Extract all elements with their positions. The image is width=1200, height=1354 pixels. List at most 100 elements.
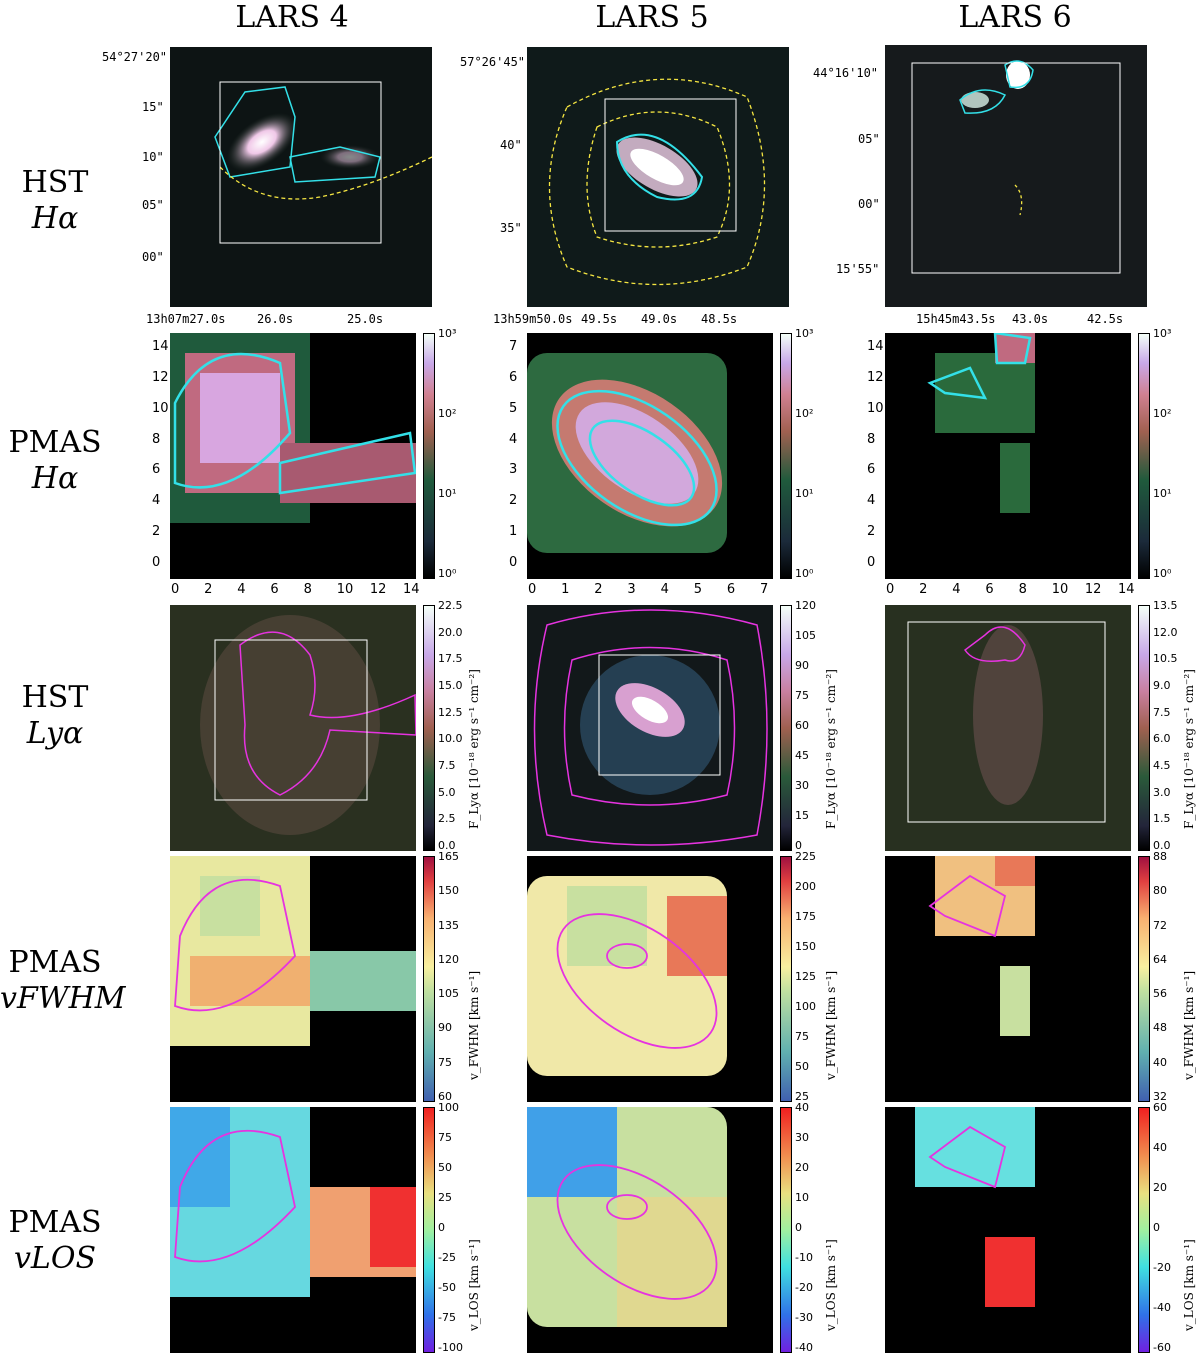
colorbar-tick: 0 [795, 839, 802, 852]
colorbar-tick: 20 [795, 1161, 809, 1174]
pmas-y-tick: 4 [152, 493, 161, 509]
pmas-x-tick: 0 [171, 582, 180, 597]
pmas-x-tick: 6 [726, 582, 736, 597]
colorbar-los [423, 1107, 435, 1353]
pmas-x-tick: 10 [336, 582, 354, 597]
colorbar-tick: 50 [438, 1161, 452, 1174]
pmas-y-tick: 6 [152, 462, 161, 478]
pmas-x-tick: 3 [627, 582, 636, 597]
pmas-x-tick: 12 [1084, 582, 1102, 597]
colorbar-label: v_LOS [km s⁻¹] [1182, 1239, 1196, 1331]
row-label-line2: vLOS [13, 1241, 97, 1276]
colorbar-tick: 25 [795, 1090, 809, 1103]
pmas-y-tick: 10 [152, 400, 169, 416]
colorbar-ha [1138, 333, 1150, 579]
pmas-y-tick: 2 [867, 524, 876, 540]
row-label-line1: HST [21, 165, 89, 200]
pmas-y-tick: 1 [509, 524, 518, 540]
colorbar-tick: 60 [795, 719, 809, 732]
pmas-y-tick: 2 [509, 493, 518, 509]
colorbar-tick: 17.5 [438, 652, 463, 666]
pmas-y-tick: 4 [509, 431, 518, 447]
colorbar-tick: 48 [1153, 1021, 1167, 1035]
colorbar-tick: 10.0 [438, 732, 463, 746]
colorbar-tick: 10¹ [1153, 487, 1172, 500]
colorbar-tick: 6.0 [1153, 732, 1171, 746]
pmas-x-tick: 12 [369, 582, 387, 597]
hst-halpha-image [527, 47, 789, 307]
colorbar-tick: 15 [795, 809, 809, 822]
pmas-halpha-map [170, 333, 416, 579]
colorbar-tick: -25 [438, 1251, 456, 1264]
colorbar-fwhm [423, 856, 435, 1102]
colorbar-tick: 88 [1153, 850, 1167, 863]
colorbar-tick: 4.5 [1153, 759, 1171, 772]
pmas-y-tick: 8 [152, 431, 161, 447]
row-label-line1: HST [21, 680, 89, 715]
ra-tick: 25.0s [347, 312, 384, 326]
pmas-x-tick: 0 [886, 582, 895, 597]
colorbar-tick: 22.5 [438, 599, 463, 612]
ra-tick: 48.5s [701, 312, 738, 326]
hst-lya-panel-lars4 [170, 605, 416, 851]
hst-halpha-image [170, 47, 432, 307]
pmas-x-tick: 5 [693, 582, 702, 597]
dec-tick: 10" [142, 150, 164, 164]
colorbar-tick: 10 [795, 1191, 809, 1204]
colorbar-tick: 9.0 [1153, 679, 1171, 692]
hst-lya-panel-lars6 [885, 605, 1131, 851]
colorbar-tick: 40 [1153, 1055, 1167, 1069]
colorbar-tick: 40 [795, 1101, 809, 1114]
row-label-pmas-halpha: PMAS Hα [0, 425, 110, 497]
colorbar-label: v_FWHM [km s⁻¹] [467, 970, 481, 1080]
vfwhm-map [885, 856, 1131, 1102]
hst-halpha-panel-lars6 [885, 45, 1147, 307]
hst-lya-image [885, 605, 1131, 851]
column-title-lars4: LARS 4 [235, 0, 349, 35]
row-label-pmas-vfwhm: PMAS vFWHM [0, 945, 125, 1017]
pmas-halpha-panel-lars6 [885, 333, 1131, 579]
pmas-y-tick: 5 [509, 400, 518, 416]
pmas-y-tick: 14 [867, 339, 884, 354]
colorbar-tick: 56 [1153, 987, 1167, 1001]
row-label-line1: PMAS [8, 425, 102, 460]
hst-halpha-panel-lars4 [170, 47, 432, 307]
row-label-line2: Lyα [26, 716, 84, 751]
colorbar-tick: 0 [1153, 1221, 1160, 1234]
colorbar-tick: 10⁰ [1153, 567, 1172, 580]
dec-tick: 44°16'10" [813, 66, 879, 80]
colorbar-tick: 32 [1153, 1090, 1167, 1103]
colorbar-tick: 10² [1153, 407, 1172, 420]
row-label-line2: Hα [31, 201, 79, 236]
colorbar-tick: 20 [1153, 1181, 1167, 1194]
pmas-x-tick: 4 [237, 582, 246, 597]
colorbar-tick: 75 [795, 689, 809, 702]
colorbar-label: v_FWHM [km s⁻¹] [1182, 970, 1196, 1080]
pmas-y-tick: 3 [509, 462, 518, 478]
colorbar-tick: 165 [438, 850, 459, 863]
pmas-x-tick: 6 [985, 582, 994, 597]
hst-lya-image [170, 605, 416, 851]
ra-tick: 13h07m27.0s [146, 312, 226, 326]
colorbar-tick: 10¹ [795, 487, 814, 500]
colorbar-tick: 80 [1153, 884, 1167, 898]
colorbar-ha [423, 333, 435, 579]
colorbar-tick: 7.5 [438, 759, 456, 772]
pmas-y-tick: 6 [509, 369, 518, 385]
pmas-y-tick: 4 [867, 493, 876, 509]
colorbar-tick: 10.5 [1153, 652, 1178, 666]
colorbar-tick: 30 [795, 1131, 809, 1144]
colorbar-tick: 135 [438, 918, 459, 932]
colorbar-tick: -50 [438, 1281, 456, 1294]
dec-tick: 57°26'45" [460, 55, 526, 69]
colorbar-tick: 25 [438, 1191, 452, 1204]
row-label-line1: PMAS [8, 1205, 102, 1240]
colorbar-tick: 5.0 [438, 785, 456, 799]
pmas-x-tick: 8 [1018, 582, 1027, 597]
colorbar-tick: 75 [795, 1030, 809, 1043]
ra-tick: 15h45m43.5s [916, 312, 996, 326]
ra-tick: 43.0s [1012, 312, 1049, 326]
pmas-halpha-panel-lars5 [527, 333, 773, 579]
colorbar-tick: 0.0 [1153, 839, 1171, 852]
colorbar-tick: -40 [1153, 1301, 1171, 1314]
